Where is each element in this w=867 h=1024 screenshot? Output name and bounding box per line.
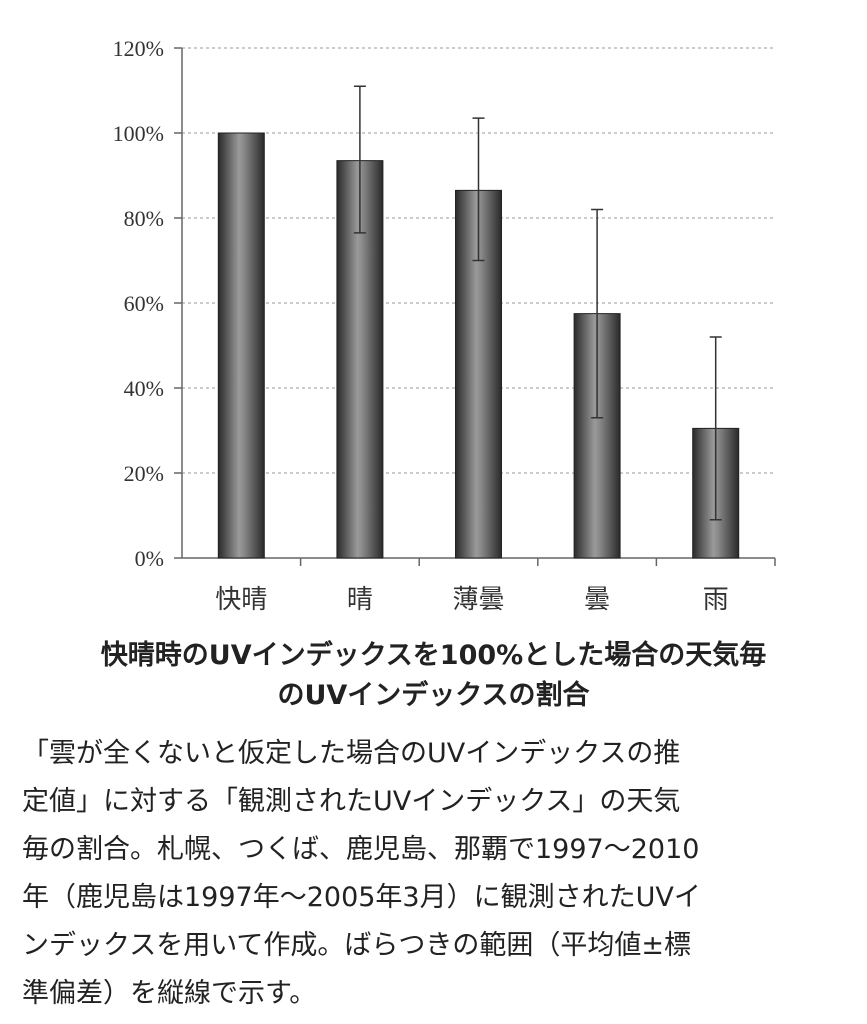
bar	[573, 313, 621, 559]
x-category-label: 快晴	[215, 585, 267, 615]
y-tick-label: 40%	[124, 376, 164, 401]
x-category-label: 雨	[703, 585, 729, 615]
y-tick-label: 120%	[113, 36, 164, 61]
y-tick-labels: 0% 20% 40% 60% 80% 100% 120%	[113, 36, 164, 571]
x-category-label: 曇	[584, 585, 610, 615]
bar	[217, 132, 265, 559]
figure-caption-title: 快晴時のUVインデックスを100%とした場合の天気毎 のUVインデックスの割合	[10, 636, 857, 716]
caption-title-line: 快晴時のUVインデックスを100%とした場合の天気毎	[100, 640, 767, 671]
y-tick-label: 100%	[113, 121, 164, 146]
caption-body-line: 年（鹿児島は1997年～2005年3月）に観測されたUVイ	[22, 882, 701, 913]
x-category-label: 薄曇	[452, 585, 504, 615]
caption-body-line: ンデックスを用いて作成。ばらつきの範囲（平均値±標	[22, 930, 692, 961]
caption-title-line: のUVインデックスの割合	[277, 680, 590, 711]
caption-body-line: 毎の割合。札幌、つくば、鹿児島、那覇で1997～2010	[22, 834, 700, 865]
figure-caption-body: 「雲が全くないと仮定した場合のUVインデックスの推 定値」に対する「観測されたU…	[22, 730, 852, 1018]
x-category-labels: 快晴 晴 薄曇 曇 雨	[215, 585, 728, 615]
caption-body-line: 定値」に対する「観測されたUVインデックス」の天気	[22, 786, 681, 817]
uv-index-bar-chart: 0% 20% 40% 60% 80% 100% 120% 快晴 晴 薄曇 曇 雨	[113, 36, 776, 615]
caption-body-line: 「雲が全くないと仮定した場合のUVインデックスの推	[22, 738, 681, 769]
y-tick-label: 60%	[124, 291, 164, 316]
y-tick-label: 20%	[124, 461, 164, 486]
y-tick-label: 80%	[124, 206, 164, 231]
error-bars	[353, 85, 722, 521]
caption-body-line: 準偏差）を縦線で示す。	[22, 978, 317, 1009]
x-category-label: 晴	[347, 585, 373, 615]
y-tick-label: 0%	[135, 546, 164, 571]
